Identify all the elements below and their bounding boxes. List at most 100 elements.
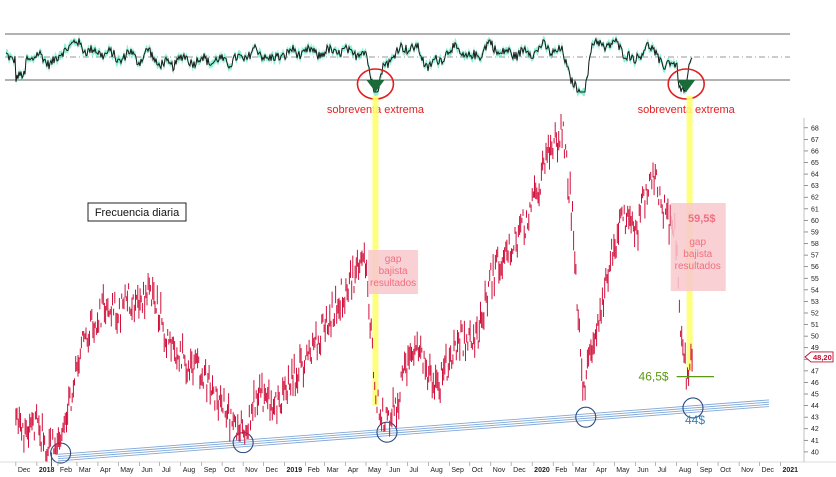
support-touch-circle	[682, 397, 704, 419]
y-tick-label: 42	[811, 426, 819, 433]
y-tick-label: 62	[811, 195, 819, 202]
oversold-dip	[366, 80, 385, 92]
support-trendline	[50, 397, 770, 464]
x-tick-label: Jun	[141, 467, 152, 474]
y-tick-label: 56	[811, 264, 819, 271]
x-tick-label: Apr	[596, 467, 608, 474]
y-tick-label: 67	[811, 137, 819, 144]
x-tick-label: Jul	[162, 467, 171, 474]
x-tick-label: May	[616, 467, 630, 474]
x-tick-label: May	[120, 467, 134, 474]
y-tick-label: 57	[811, 253, 819, 260]
gap-box	[368, 250, 419, 294]
trendline-strand	[57, 401, 770, 457]
x-tick-label: Oct	[472, 467, 483, 474]
x-tick-label: Aug	[430, 467, 443, 474]
x-tick-label: Apr	[348, 467, 360, 474]
osc-line	[5, 36, 693, 94]
x-tick-label: Mar	[79, 467, 92, 474]
x-tick-label: Jun	[389, 467, 400, 474]
support-touch-circle	[376, 421, 398, 443]
gap-text: gap	[385, 254, 402, 265]
annotations: Frecuencia diariagapbajistaresultados59,…	[87, 202, 726, 427]
y-axis: 4041424344454647484950515253545556575859…	[803, 118, 834, 462]
x-tick-label: Sep	[204, 467, 217, 474]
x-tick-label: Feb	[308, 467, 320, 474]
y-tick-label: 47	[811, 368, 819, 375]
x-tick-label: Nov	[245, 467, 258, 474]
gap-box	[670, 203, 726, 291]
target-label: 44$	[685, 413, 705, 427]
x-tick-label: 2018	[39, 467, 55, 474]
y-tick-label: 45	[811, 392, 819, 399]
x-tick-label: Nov	[493, 467, 506, 474]
x-tick-label: Sep	[451, 467, 464, 474]
y-tick-label: 68	[811, 125, 819, 132]
x-tick-label: Jul	[409, 467, 418, 474]
x-tick-label: Nov	[741, 467, 754, 474]
y-tick-label: 41	[811, 438, 819, 445]
y-tick-label: 66	[811, 148, 819, 155]
price-bars	[15, 114, 693, 467]
last-value-label: 48,20	[813, 353, 832, 362]
highlight-bands	[372, 96, 693, 406]
x-tick-label: 2020	[534, 467, 550, 474]
y-tick-label: 65	[811, 160, 819, 167]
y-tick-label: 50	[811, 334, 819, 341]
y-tick-label: 58	[811, 241, 819, 248]
y-tick-label: 61	[811, 206, 819, 213]
x-tick-label: Dec	[266, 467, 279, 474]
x-tick-label: Dec	[513, 467, 526, 474]
x-tick-label: Feb	[555, 467, 567, 474]
x-tick-label: Feb	[60, 467, 72, 474]
trendline-strand	[57, 406, 770, 462]
gap-price-label: 59,5$	[688, 213, 716, 225]
x-tick-label: Oct	[720, 467, 731, 474]
y-tick-label: 49	[811, 345, 819, 352]
oversold-circle	[667, 68, 705, 100]
x-tick-label: Aug	[679, 467, 692, 474]
x-tick-label: Aug	[183, 467, 196, 474]
y-tick-label: 64	[811, 172, 819, 179]
x-tick-label: Sep	[700, 467, 713, 474]
y-tick-label: 46	[811, 380, 819, 387]
y-tick-label: 44	[811, 403, 819, 410]
y-tick-label: 53	[811, 299, 819, 306]
x-tick-label: Mar	[327, 467, 340, 474]
y-tick-label: 60	[811, 218, 819, 225]
y-tick-label: 63	[811, 183, 819, 190]
support-touch-circle	[575, 406, 597, 428]
trendline-strand	[57, 399, 770, 455]
gap-text: resultados	[675, 261, 721, 272]
x-tick-label: Jun	[637, 467, 648, 474]
last-value-box	[804, 351, 834, 363]
x-axis: Dec 2018 Feb Mar Apr May Jun Jul Aug Sep Oct Nov Dec…	[0, 461, 836, 474]
y-tick-label: 52	[811, 310, 819, 317]
y-tick-label: 54	[811, 287, 819, 294]
x-tick-label: Apr	[100, 467, 112, 474]
y-tick-label: 40	[811, 449, 819, 456]
gap-text: gap	[689, 237, 706, 248]
frequency-box	[87, 202, 187, 222]
x-tick-label: May	[368, 467, 382, 474]
trendline-strand	[57, 403, 770, 460]
x-tick-label: 2019	[287, 467, 303, 474]
x-tick-label: Mar	[575, 467, 588, 474]
x-tick-label: Jul	[658, 467, 667, 474]
x-tick-label: Dec	[18, 467, 31, 474]
oversold-dip	[677, 80, 696, 92]
y-tick-label: 51	[811, 322, 819, 329]
y-tick-label: 59	[811, 229, 819, 236]
y-tick-label: 55	[811, 276, 819, 283]
gap-text: bajista	[379, 266, 408, 277]
oscillator-panel: sobreventa extrema sobreventa extrema	[5, 33, 790, 116]
support-label: 46,5$	[639, 370, 669, 384]
x-tick-label: Oct	[224, 467, 235, 474]
frequency-label: Frecuencia diaria	[95, 207, 180, 219]
gap-text: bajista	[683, 249, 712, 260]
x-tick-label: Dec	[761, 467, 774, 474]
y-tick-label: 43	[811, 415, 819, 422]
gap-text: resultados	[370, 278, 416, 289]
x-tick-label: 2021	[783, 467, 799, 474]
